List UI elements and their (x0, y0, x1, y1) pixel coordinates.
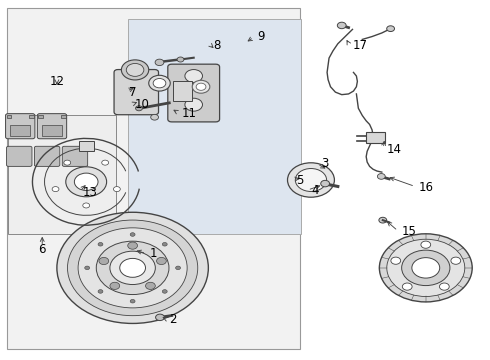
Circle shape (337, 22, 346, 29)
Text: 2: 2 (169, 313, 177, 327)
FancyBboxPatch shape (34, 146, 60, 166)
Bar (29, 115, 34, 118)
Bar (128, 19, 301, 234)
Circle shape (162, 243, 167, 246)
Text: 15: 15 (401, 225, 416, 238)
Circle shape (402, 250, 450, 285)
Circle shape (156, 257, 166, 265)
Circle shape (83, 203, 90, 208)
Circle shape (146, 282, 155, 289)
Circle shape (130, 233, 135, 236)
Circle shape (128, 242, 138, 249)
Text: 11: 11 (181, 107, 196, 120)
Circle shape (68, 220, 198, 316)
Bar (6, 8, 300, 348)
Text: 8: 8 (213, 39, 220, 52)
Text: 12: 12 (49, 75, 64, 88)
Circle shape (110, 282, 120, 289)
FancyBboxPatch shape (114, 69, 159, 115)
Circle shape (162, 290, 167, 293)
FancyBboxPatch shape (6, 146, 32, 166)
Circle shape (379, 234, 472, 302)
Bar (8, 116, 116, 234)
Circle shape (52, 186, 59, 192)
Circle shape (85, 266, 90, 270)
Bar (38, 115, 43, 118)
Circle shape (185, 98, 202, 111)
Circle shape (391, 257, 401, 264)
Circle shape (421, 241, 431, 248)
Circle shape (177, 57, 184, 62)
Circle shape (451, 257, 461, 264)
Circle shape (122, 60, 149, 80)
Circle shape (57, 212, 208, 323)
Bar (366, 132, 385, 143)
Circle shape (192, 80, 210, 93)
Circle shape (98, 290, 103, 293)
Circle shape (64, 160, 71, 165)
Bar (10, 126, 30, 136)
Text: 16: 16 (418, 181, 434, 194)
Circle shape (98, 243, 103, 246)
Circle shape (99, 257, 109, 265)
Circle shape (412, 258, 440, 278)
Circle shape (155, 59, 164, 66)
Circle shape (387, 26, 394, 32)
Bar (173, 81, 192, 101)
Circle shape (387, 239, 465, 297)
Circle shape (126, 63, 144, 76)
Circle shape (185, 69, 202, 82)
Bar (6, 115, 11, 118)
FancyBboxPatch shape (168, 64, 220, 122)
Circle shape (295, 168, 327, 192)
Text: 7: 7 (129, 86, 136, 99)
Circle shape (149, 75, 170, 91)
Circle shape (110, 251, 155, 284)
Circle shape (156, 314, 164, 320)
Text: 9: 9 (257, 30, 265, 43)
Bar (79, 141, 94, 151)
Text: 4: 4 (311, 184, 318, 197)
Circle shape (288, 163, 334, 197)
Circle shape (379, 217, 387, 223)
Text: 10: 10 (135, 98, 150, 111)
Text: 5: 5 (296, 174, 304, 186)
FancyBboxPatch shape (5, 114, 35, 139)
Text: 17: 17 (352, 39, 368, 52)
Text: 13: 13 (82, 186, 97, 199)
Circle shape (102, 160, 109, 165)
Circle shape (440, 283, 449, 290)
Bar (42, 126, 62, 136)
Circle shape (130, 300, 135, 303)
Circle shape (96, 241, 169, 294)
Text: 1: 1 (150, 247, 157, 260)
Circle shape (74, 173, 98, 190)
FancyBboxPatch shape (37, 114, 67, 139)
Circle shape (402, 283, 412, 290)
Circle shape (120, 258, 146, 277)
Circle shape (78, 228, 187, 308)
FancyBboxPatch shape (62, 146, 88, 166)
Text: 6: 6 (39, 243, 46, 256)
Circle shape (175, 266, 180, 270)
Bar (61, 115, 66, 118)
Circle shape (321, 180, 330, 187)
Circle shape (153, 78, 166, 88)
Text: 3: 3 (321, 157, 328, 170)
Circle shape (377, 174, 385, 179)
Circle shape (136, 106, 143, 111)
Text: 14: 14 (387, 143, 402, 156)
Circle shape (66, 167, 107, 197)
Circle shape (114, 186, 120, 192)
Circle shape (151, 114, 159, 120)
Circle shape (196, 83, 206, 90)
